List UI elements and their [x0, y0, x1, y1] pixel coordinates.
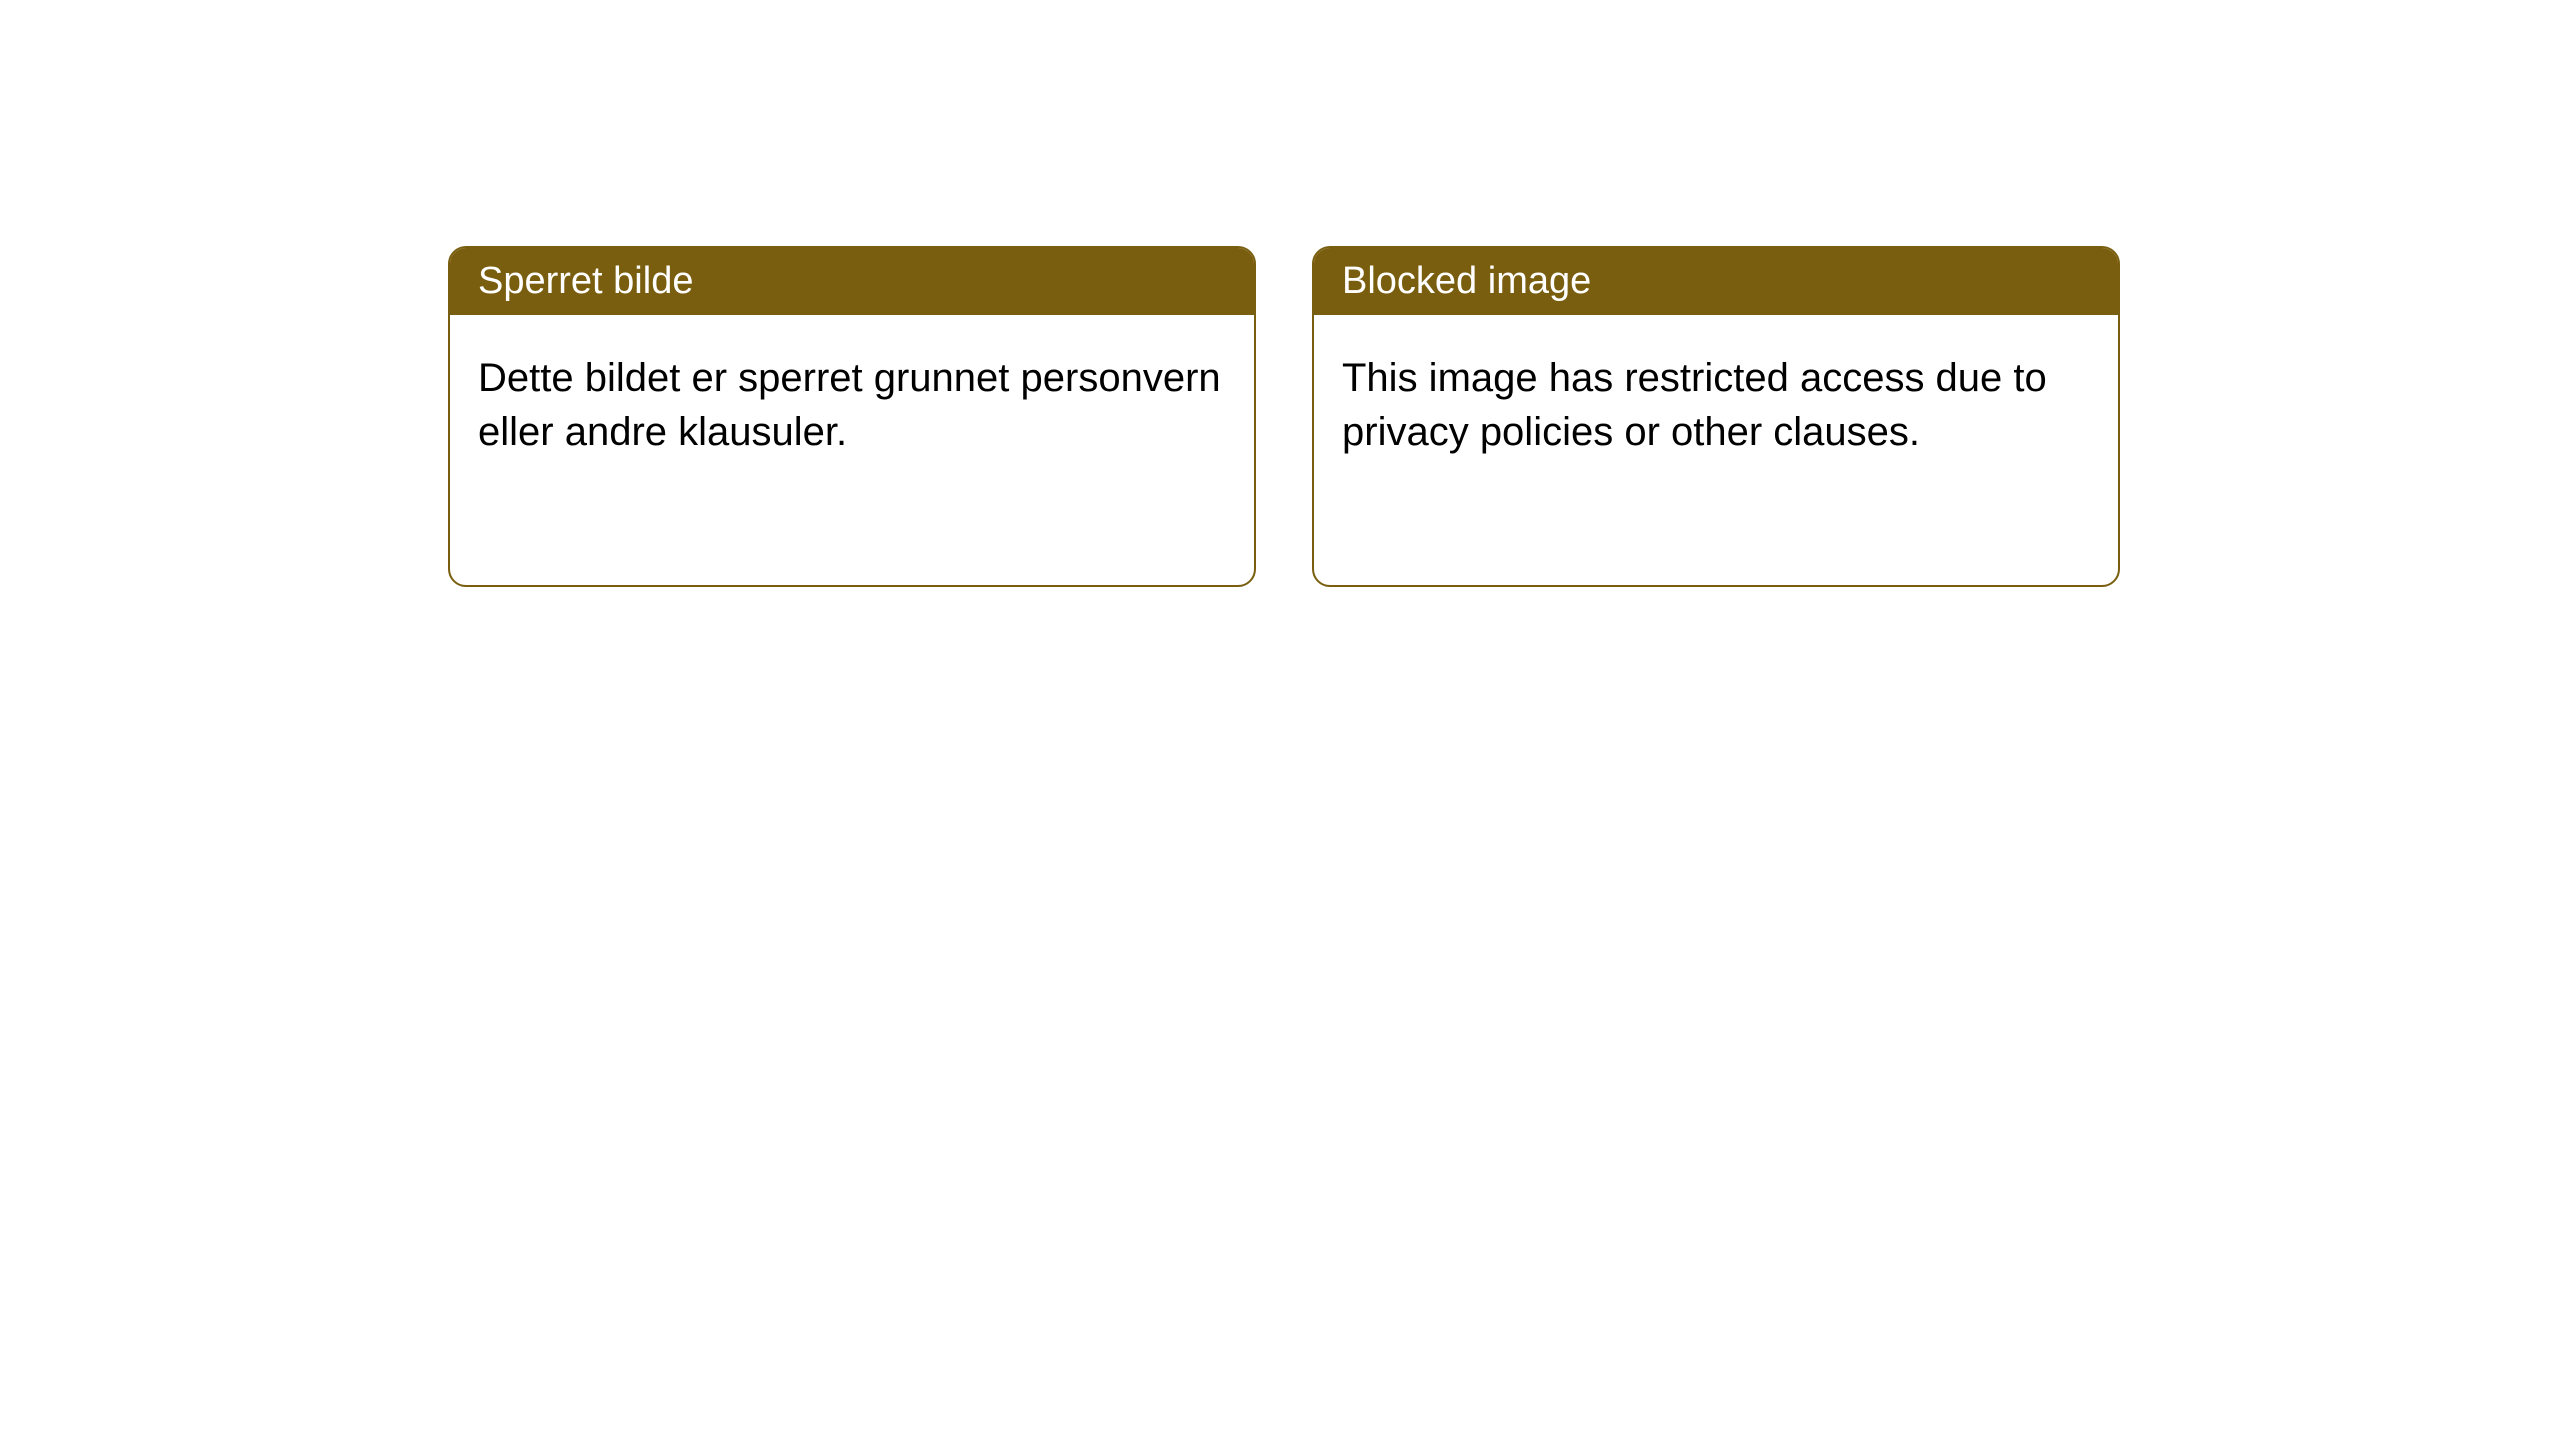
notice-header: Sperret bilde — [450, 248, 1254, 315]
notice-container: Sperret bilde Dette bildet er sperret gr… — [448, 246, 2120, 587]
notice-card-english: Blocked image This image has restricted … — [1312, 246, 2120, 587]
notice-body: Dette bildet er sperret grunnet personve… — [450, 315, 1254, 585]
notice-card-norwegian: Sperret bilde Dette bildet er sperret gr… — [448, 246, 1256, 587]
notice-header: Blocked image — [1314, 248, 2118, 315]
notice-body: This image has restricted access due to … — [1314, 315, 2118, 585]
